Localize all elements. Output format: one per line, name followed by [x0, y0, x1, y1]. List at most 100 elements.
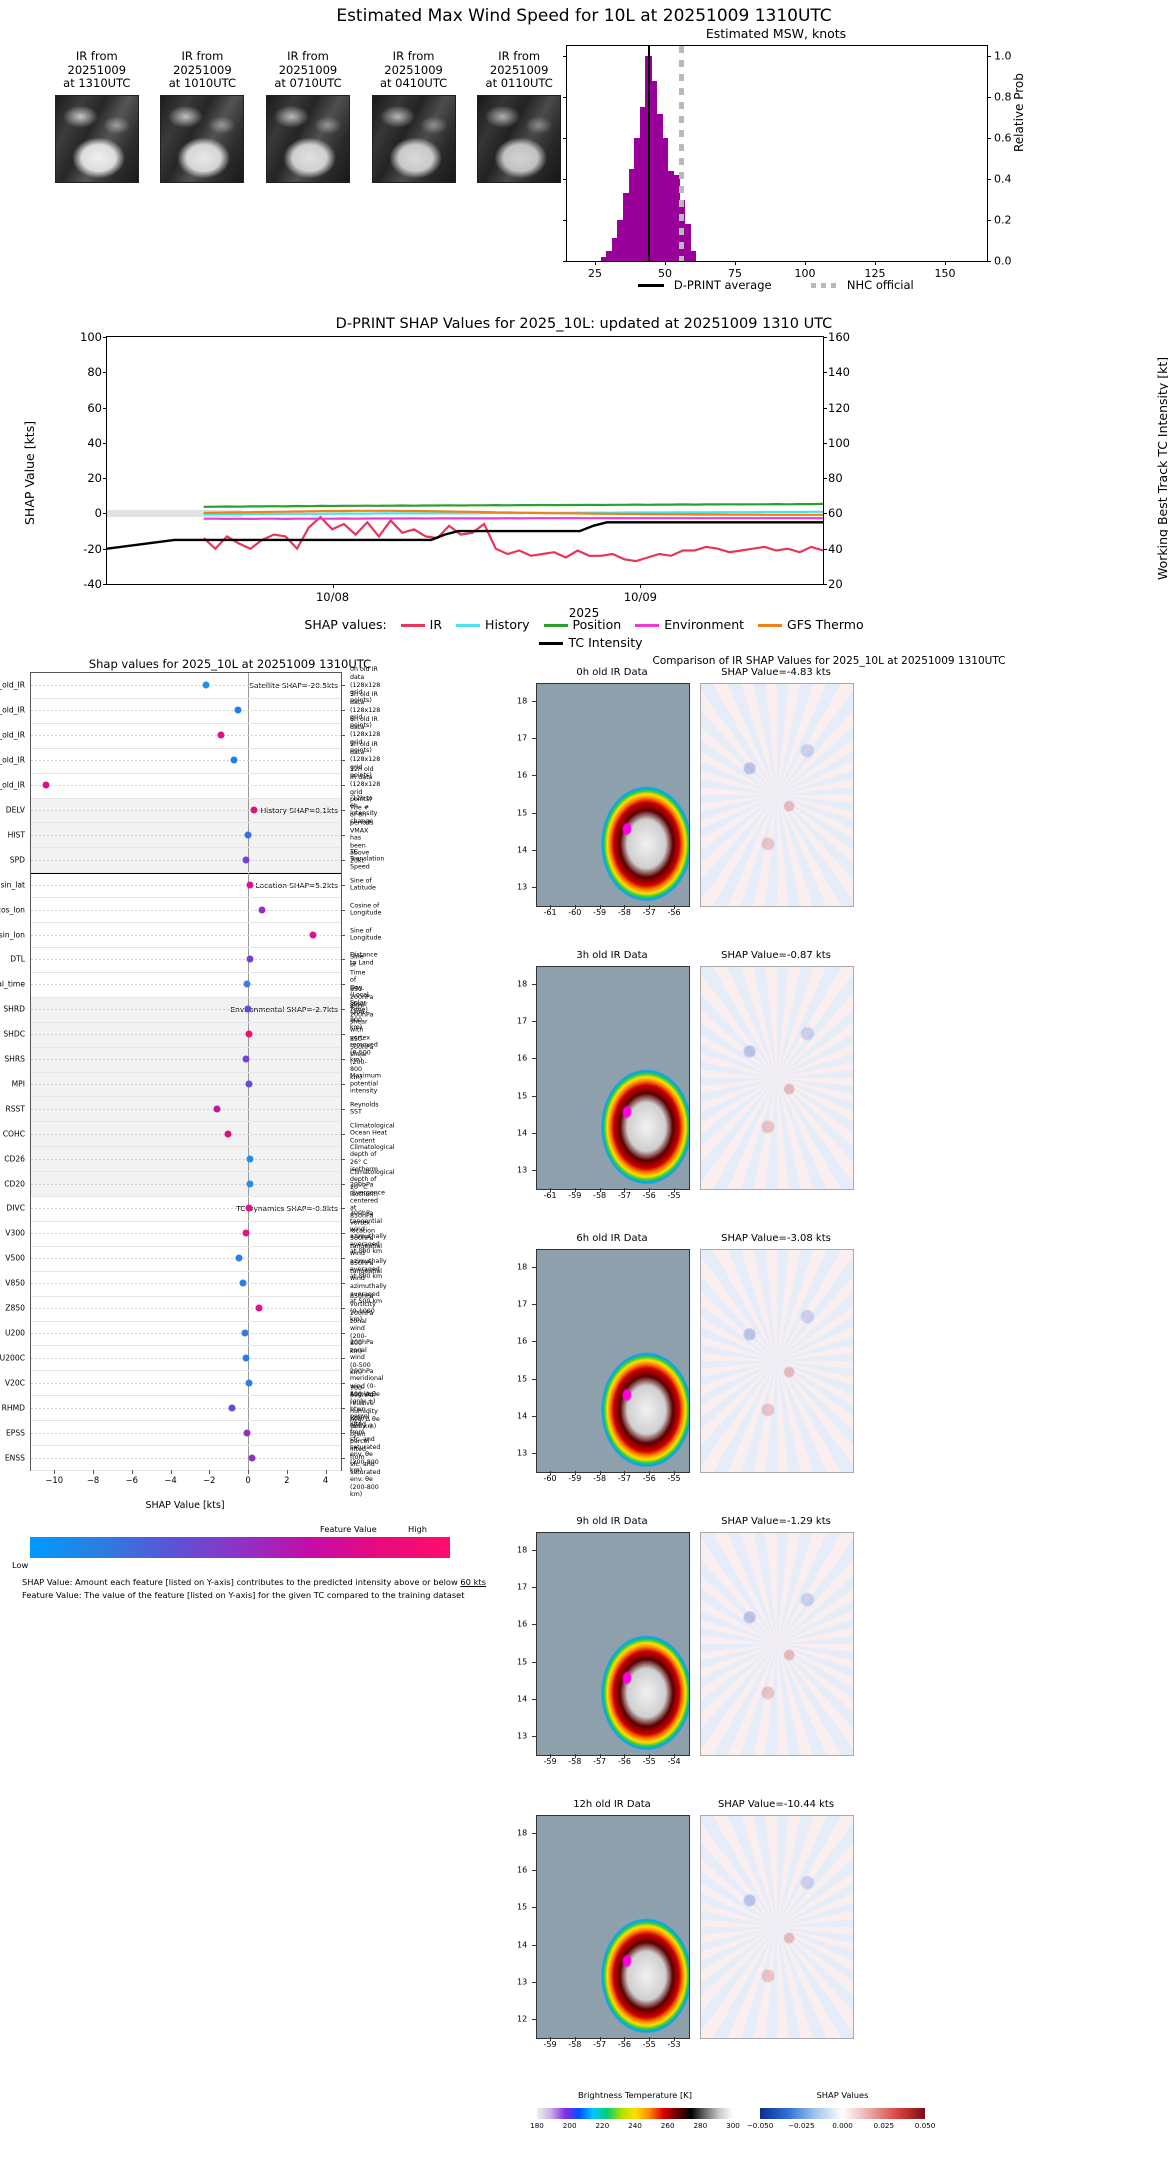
shap-feature-description: 12h old IR data (128x128 grid points): [350, 766, 381, 804]
shap-row-tick: [341, 760, 345, 762]
ir-thumbnail-0: IR from 20251009 at 1310UTC: [48, 49, 146, 183]
ts-y-tick: [103, 584, 107, 585]
ir-x-tick-label: -60: [543, 1474, 557, 1483]
shap-point: [213, 1105, 221, 1113]
ir-shap-image-0: [700, 683, 854, 907]
ir-y-tick: [532, 812, 536, 814]
ts-y-tick-right: [823, 478, 827, 480]
ir-y-tick: [532, 775, 536, 777]
shap-point: [243, 980, 251, 988]
timeseries-left-axis-label: SHAP Value [kts]: [22, 420, 37, 525]
shap-feature-label: MPI: [11, 1079, 25, 1089]
ir-x-tick-label: -59: [568, 1191, 582, 1200]
ir-x-tick-label: -58: [593, 1191, 607, 1200]
ts-legend-item-position: Position: [530, 617, 621, 632]
shap-feature-description: 850-200hPa shear (200-800 km): [350, 986, 374, 1032]
shap-row-guideline: [31, 959, 341, 961]
ir-y-tick: [532, 1624, 536, 1626]
histogram-bar: [690, 250, 697, 261]
shap-point: [245, 1080, 253, 1088]
histogram-x-tick-label: 50: [658, 267, 672, 280]
shap-feature-label: COHC: [2, 1129, 25, 1139]
shap-x-tick: [54, 1470, 56, 1474]
shap-row-guideline: [31, 859, 341, 861]
histogram-legend: D-PRINT average NHC official: [566, 278, 986, 292]
ts-y-tick-label: 20: [87, 471, 102, 486]
histogram-bar: [606, 250, 613, 261]
histogram-x-tick: [595, 261, 596, 265]
ir-y-tick-label: 13: [517, 882, 528, 892]
color-swatch-icon: [635, 623, 660, 628]
shap-row-tick: [341, 1183, 345, 1185]
brightness-temperature-colorbar-ticks: 180 200 220 240 260 280 300: [530, 2121, 740, 2133]
shap-row-tick: [341, 1208, 345, 1210]
histogram-x-tick: [805, 261, 806, 265]
ir-x-tick: [599, 2037, 601, 2041]
ts-y-tick-label-right: 40: [828, 541, 843, 556]
histogram-y-tick-label: 0.6: [994, 131, 1012, 145]
shap-row-tick: [341, 1233, 345, 1235]
shap-row-gridline: [31, 1146, 341, 1148]
ir-thumbnail-caption: IR from 20251009 at 0710UTC: [274, 49, 342, 90]
shap-feature-label: sin_lat: [0, 880, 25, 890]
shap-point: [245, 1379, 253, 1387]
ts-series-layer: [107, 502, 823, 563]
shap-row-tick: [341, 1382, 345, 1384]
ir-shap-image-3: [700, 1532, 854, 1756]
shap-point: [217, 731, 225, 739]
ir-x-tick-label: -56: [617, 1757, 631, 1766]
shap-row-gridline: [31, 1096, 341, 1098]
shap-row-guideline: [31, 1357, 341, 1359]
shap-feature-label: 0h_old_IR: [0, 680, 25, 690]
shap-x-tick: [170, 1470, 172, 1474]
ir-y-tick-label: 16: [517, 1053, 528, 1063]
shap-values-x-axis-label: SHAP Value [kts]: [145, 1500, 225, 1511]
ts-x-tick: [640, 584, 642, 588]
ir-data-image-3: [536, 1532, 690, 1756]
ir-y-tick-label: 16: [517, 1865, 528, 1875]
shap-feature-label: cos_lon: [0, 905, 25, 915]
ir-y-tick: [532, 1944, 536, 1946]
shap-row-guideline: [31, 884, 341, 886]
shap-row-tick: [341, 1308, 345, 1310]
shap-feature-description: 850hPa tangential wind azimuthally avera…: [350, 1260, 387, 1306]
shap-row-guideline: [31, 1183, 341, 1185]
ir-y-tick: [532, 1341, 536, 1343]
ir-x-tick: [674, 905, 675, 909]
brightness-temperature-colorbar: [537, 2108, 733, 2119]
shap-row-tick: [341, 1333, 345, 1335]
bt-colorbar-tick-label: 300: [726, 2121, 740, 2130]
ir-y-tick: [532, 1021, 536, 1023]
ts-y-tick: [103, 372, 107, 374]
ir-data-image-4: [536, 1815, 690, 2039]
shap-row-tick: [341, 1108, 345, 1110]
shap-point: [244, 1005, 252, 1013]
shap-feature-description: Sine of Latitude: [350, 877, 376, 892]
shap-row-tick: [341, 834, 345, 836]
ir-y-tick: [532, 1550, 536, 1551]
color-swatch-icon: [758, 623, 783, 628]
shap-row-gridline: [31, 946, 341, 948]
ts-y-tick-label-right: 160: [828, 330, 850, 344]
ir-thumbnail-image: [160, 94, 245, 183]
colorbar-low-label: Low: [12, 1560, 29, 1570]
ir-y-tick-label: 14: [517, 1694, 528, 1704]
ir-panel-title-2: 6h old IR Data: [576, 1233, 648, 1244]
histogram-y-tick-label: 0.8: [994, 90, 1012, 104]
shap-feature-description: 850-500hPa shear (200-800 km): [350, 1036, 374, 1082]
shap-row-gridline: [31, 1071, 341, 1073]
ir-x-tick: [550, 2037, 551, 2041]
colorbar-title: Feature Value: [320, 1524, 377, 1534]
ir-y-tick: [532, 849, 536, 851]
histogram-y-tick: [563, 220, 567, 222]
ir-x-tick: [550, 905, 551, 909]
ir-y-tick-label: 12: [517, 2014, 528, 2024]
shap-row-gridline: [31, 1196, 341, 1198]
ir-y-tick-label: 17: [517, 733, 528, 743]
shap-feature-label: CD26: [4, 1154, 25, 1164]
shap-row-guideline: [31, 1133, 341, 1135]
ir-x-tick-label: -58: [568, 1757, 582, 1766]
ir-y-tick: [532, 1587, 536, 1589]
color-swatch-icon: [456, 623, 481, 628]
shap-row-gridline: [31, 1445, 341, 1447]
